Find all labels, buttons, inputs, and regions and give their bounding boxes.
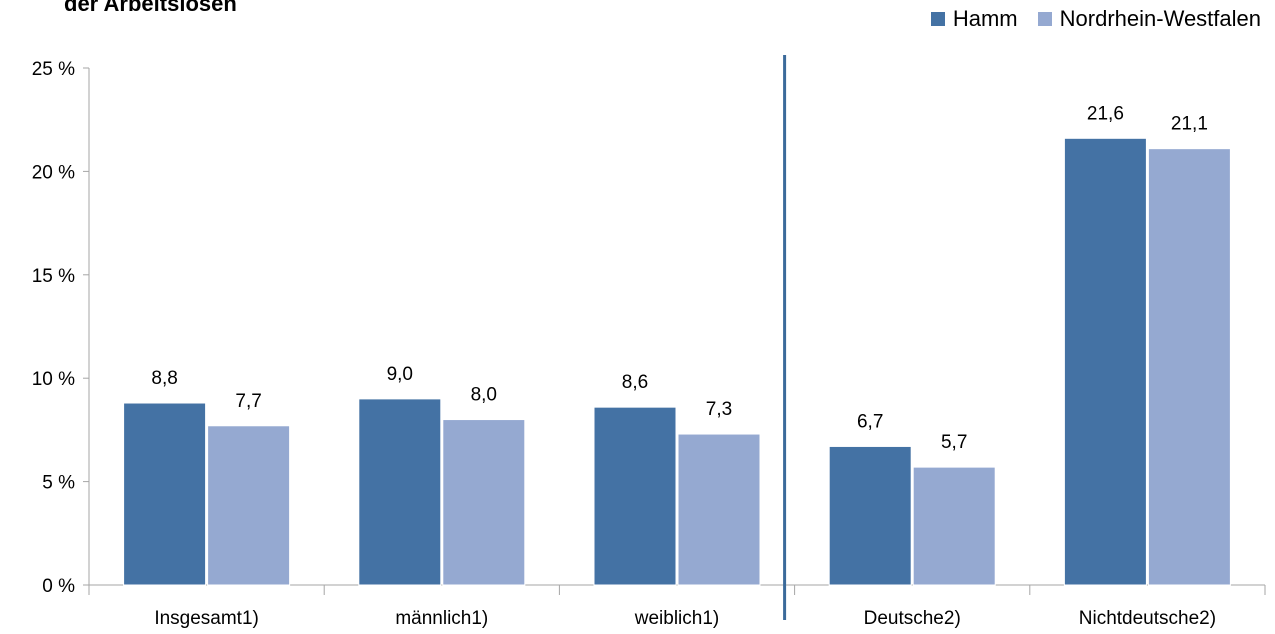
y-tick-label: 25 % (32, 59, 75, 80)
x-tick-label: männlich1) (395, 608, 488, 629)
data-label: 8,8 (151, 368, 177, 389)
legend-label-hamm: Hamm (952, 6, 1018, 31)
data-label: 6,7 (857, 411, 883, 432)
data-label: 8,0 (471, 385, 497, 406)
data-label: 7,7 (235, 391, 261, 412)
x-tick-label: weiblich1) (634, 608, 719, 629)
x-tick-label: Nichtdeutsche2) (1079, 608, 1216, 629)
y-tick-label: 15 % (32, 266, 75, 287)
data-label: 5,7 (941, 432, 967, 453)
y-tick-label: 0 % (42, 576, 75, 597)
data-label: 9,0 (387, 364, 413, 385)
legend-item-nrw: Nordrhein-Westfalen (1037, 6, 1261, 32)
x-tick-label: Insgesamt1) (154, 608, 259, 629)
bar-hamm (828, 445, 912, 586)
y-tick-label: 5 % (42, 473, 75, 494)
bar-nrw (912, 466, 996, 586)
legend-swatch-hamm (930, 12, 945, 26)
data-label: 7,3 (706, 399, 732, 420)
legend-item-hamm: Hamm (930, 6, 1018, 32)
bar-hamm (358, 398, 442, 586)
y-tick-label: 10 % (32, 369, 75, 390)
bar-nrw (207, 425, 291, 586)
data-label: 8,6 (622, 372, 648, 393)
y-tick-label: 20 % (32, 162, 75, 183)
data-label: 21,6 (1087, 103, 1124, 124)
x-tick-label: Deutsche2) (864, 608, 961, 629)
legend-label-nrw: Nordrhein-Westfalen (1059, 6, 1261, 31)
bar-nrw (442, 419, 526, 586)
chart-title: der Arbeitslosen (64, 0, 237, 16)
bar-nrw (1147, 148, 1231, 586)
bar-hamm (1063, 137, 1147, 586)
legend-swatch-nrw (1037, 12, 1052, 26)
bar-hamm (123, 402, 207, 586)
legend: Hamm Nordrhein-Westfalen (911, 6, 1261, 32)
bar-nrw (677, 433, 761, 586)
bar-hamm (593, 406, 677, 586)
data-label: 21,1 (1171, 114, 1208, 135)
